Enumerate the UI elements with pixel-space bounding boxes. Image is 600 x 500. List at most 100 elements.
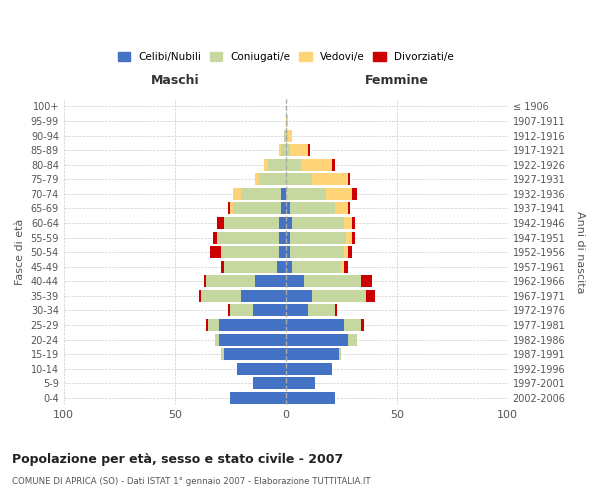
Bar <box>344 319 361 331</box>
Bar <box>344 260 348 272</box>
Bar <box>253 378 286 390</box>
Bar <box>284 130 286 141</box>
Bar <box>301 158 332 170</box>
Bar <box>326 188 352 200</box>
Bar <box>292 260 341 272</box>
Bar <box>344 246 348 258</box>
Bar <box>352 217 355 229</box>
Bar <box>281 188 286 200</box>
Bar <box>292 217 344 229</box>
Y-axis label: Anni di nascita: Anni di nascita <box>575 211 585 294</box>
Bar <box>332 158 335 170</box>
Bar <box>228 304 230 316</box>
Bar <box>206 319 208 331</box>
Bar <box>346 232 352 243</box>
Text: Popolazione per età, sesso e stato civile - 2007: Popolazione per età, sesso e stato civil… <box>12 452 343 466</box>
Bar <box>286 202 290 214</box>
Bar <box>361 319 364 331</box>
Bar <box>215 334 219 345</box>
Bar <box>217 217 224 229</box>
Bar <box>339 348 341 360</box>
Bar <box>241 290 286 302</box>
Bar <box>313 174 348 185</box>
Bar <box>286 144 290 156</box>
Bar <box>286 232 290 243</box>
Bar <box>335 202 348 214</box>
Bar <box>286 246 290 258</box>
Bar <box>286 304 308 316</box>
Bar <box>224 217 279 229</box>
Bar <box>199 290 202 302</box>
Bar <box>224 260 277 272</box>
Bar <box>268 158 286 170</box>
Bar <box>279 217 286 229</box>
Bar <box>348 246 352 258</box>
Bar <box>286 276 304 287</box>
Bar <box>230 202 233 214</box>
Bar <box>286 290 313 302</box>
Bar <box>230 392 286 404</box>
Bar <box>255 276 286 287</box>
Bar <box>203 276 206 287</box>
Y-axis label: Fasce di età: Fasce di età <box>15 219 25 286</box>
Bar <box>286 174 313 185</box>
Bar <box>279 232 286 243</box>
Bar <box>366 290 374 302</box>
Bar <box>263 158 268 170</box>
Bar <box>279 144 281 156</box>
Bar <box>217 232 279 243</box>
Bar <box>259 174 286 185</box>
Bar <box>286 158 301 170</box>
Bar <box>290 202 335 214</box>
Bar <box>348 202 350 214</box>
Bar <box>286 130 288 141</box>
Bar <box>208 319 219 331</box>
Bar <box>206 276 255 287</box>
Text: Femmine: Femmine <box>365 74 429 88</box>
Bar <box>237 362 286 374</box>
Bar <box>308 304 335 316</box>
Bar <box>288 130 292 141</box>
Bar <box>286 319 344 331</box>
Bar <box>290 246 344 258</box>
Bar <box>221 348 224 360</box>
Bar <box>281 202 286 214</box>
Bar <box>286 392 335 404</box>
Bar <box>313 290 366 302</box>
Bar <box>352 188 357 200</box>
Bar <box>286 334 348 345</box>
Bar <box>286 260 292 272</box>
Bar <box>348 174 350 185</box>
Bar <box>230 304 253 316</box>
Bar <box>286 115 288 127</box>
Bar <box>344 217 352 229</box>
Bar <box>352 232 355 243</box>
Text: COMUNE DI APRICA (SO) - Dati ISTAT 1° gennaio 2007 - Elaborazione TUTTITALIA.IT: COMUNE DI APRICA (SO) - Dati ISTAT 1° ge… <box>12 478 371 486</box>
Text: Maschi: Maschi <box>151 74 199 88</box>
Bar <box>212 232 217 243</box>
Bar <box>221 246 279 258</box>
Bar <box>286 348 339 360</box>
Bar <box>281 144 286 156</box>
Bar <box>219 334 286 345</box>
Bar <box>341 260 344 272</box>
Bar <box>255 174 259 185</box>
Bar <box>233 188 241 200</box>
Bar <box>290 144 308 156</box>
Bar <box>253 304 286 316</box>
Bar <box>361 276 373 287</box>
Bar <box>228 202 230 214</box>
Bar <box>241 188 281 200</box>
Bar <box>286 378 314 390</box>
Bar <box>279 246 286 258</box>
Bar <box>286 362 332 374</box>
Bar <box>277 260 286 272</box>
Bar <box>308 144 310 156</box>
Bar <box>202 290 241 302</box>
Bar <box>335 304 337 316</box>
Bar <box>348 334 357 345</box>
Bar <box>233 202 281 214</box>
Bar <box>286 188 326 200</box>
Bar <box>304 276 361 287</box>
Bar <box>221 260 224 272</box>
